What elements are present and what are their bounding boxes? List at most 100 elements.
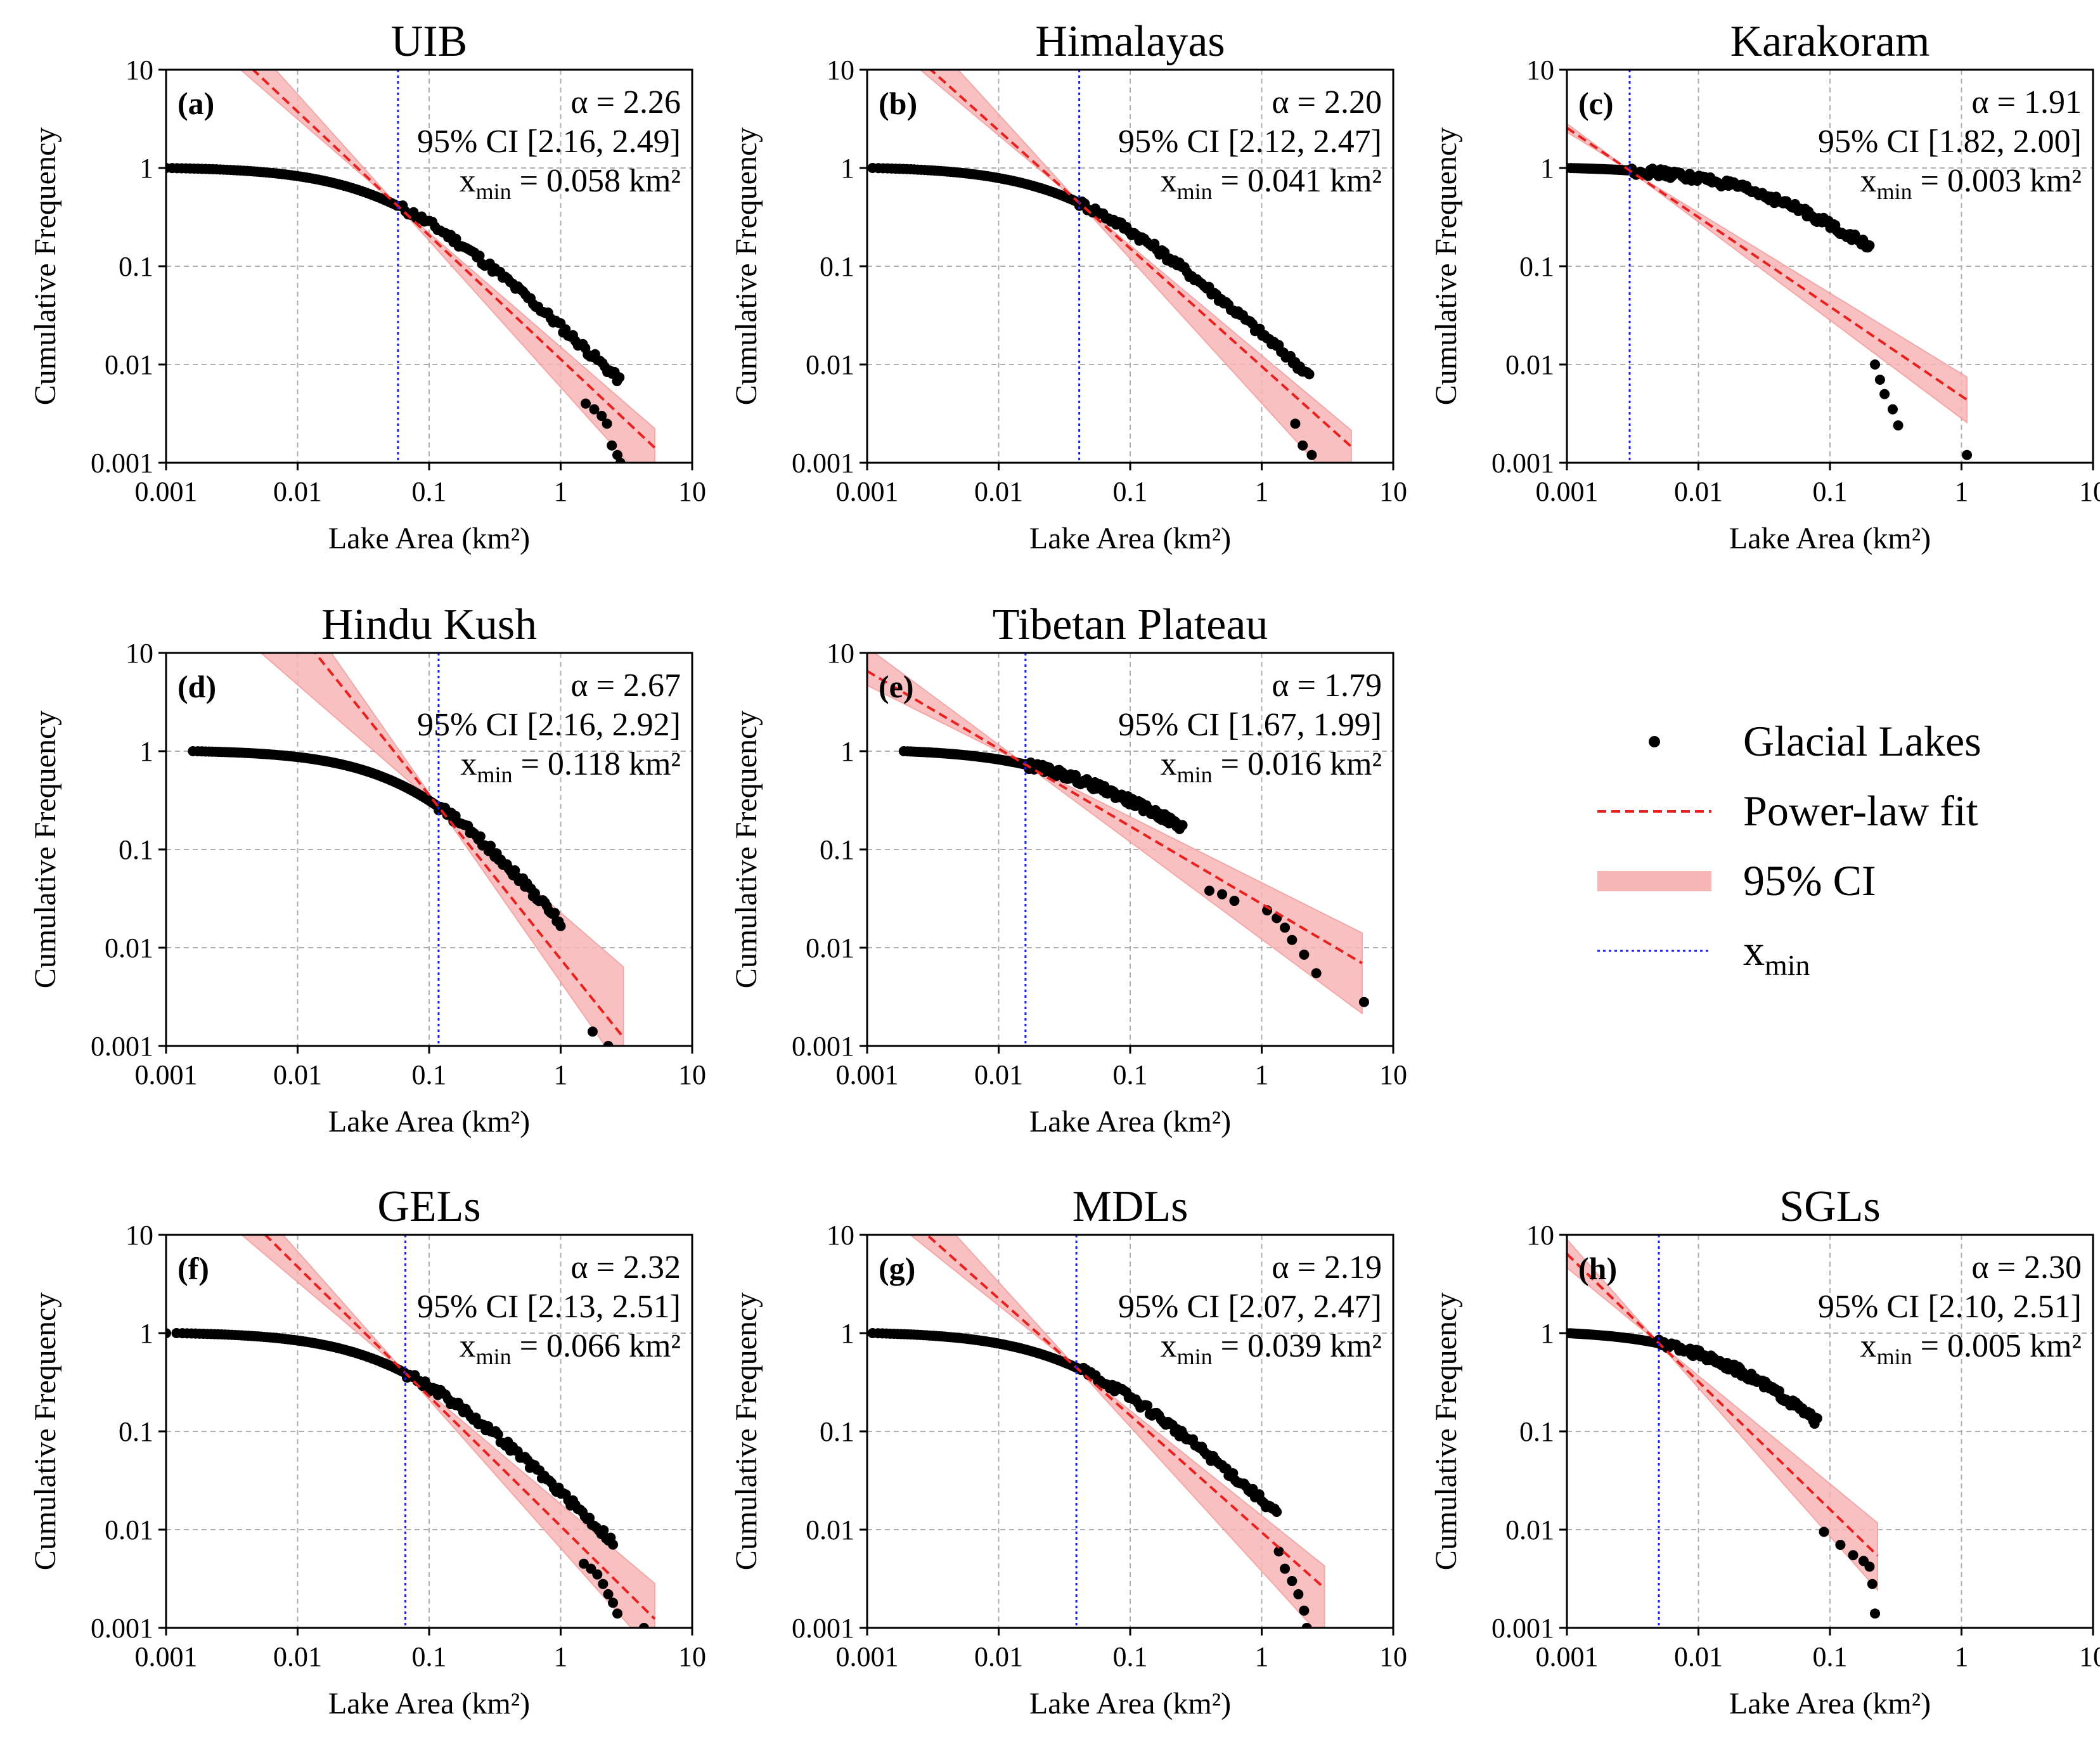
data-point: [614, 372, 625, 383]
panel-letter: (a): [177, 86, 214, 121]
y-tick-label: 0.01: [1505, 1514, 1554, 1545]
x-axis-label: Lake Area (km²): [1029, 1105, 1231, 1139]
data-point: [475, 831, 486, 842]
x-axis-label: Lake Area (km²): [1729, 522, 1931, 555]
data-point: [1819, 1526, 1829, 1537]
panel-letter: (f): [177, 1251, 209, 1286]
panels: 0.001 0.01 0.1 1 10 0.001 0.01 0.1 1 10 UIB Lake Ar…: [29, 17, 2100, 1720]
panel-letter: (c): [1578, 86, 1614, 121]
ci-text: 95% CI [2.12, 2.47]: [1118, 124, 1382, 160]
x-tick-label: 0.1: [412, 1641, 447, 1672]
ci-band: [240, 1235, 656, 1628]
x-tick-label: 0.001: [135, 1641, 198, 1672]
data-point: [1864, 1561, 1875, 1572]
data-point: [550, 908, 560, 919]
y-axis-label: Cumulative Frequency: [730, 127, 763, 406]
y-tick-label: 0.001: [792, 1613, 854, 1644]
xmin-text-x: x: [1161, 746, 1177, 782]
data-points: [867, 1328, 1312, 1628]
xmin-text-value: = 0.066 km²: [512, 1328, 681, 1364]
x-tick-label: 0.001: [135, 1059, 198, 1090]
x-tick-label: 0.1: [1113, 1059, 1148, 1090]
y-tick-label: 10: [1526, 55, 1554, 86]
data-point: [1229, 896, 1240, 906]
y-axis-label: Cumulative Frequency: [29, 1293, 62, 1571]
ci-text: 95% CI [1.67, 1.99]: [1118, 707, 1382, 743]
data-points: [188, 746, 614, 1046]
data-point: [1293, 1589, 1304, 1599]
xmin-text-value: = 0.041 km²: [1213, 163, 1382, 199]
y-tick-label: 1: [139, 736, 153, 767]
ci-text: 95% CI [2.07, 2.47]: [1118, 1289, 1382, 1325]
y-tick-label: 0.001: [1491, 448, 1554, 479]
x-axis-label: Lake Area (km²): [328, 522, 530, 555]
data-point: [579, 1558, 589, 1569]
alpha-text: α = 2.19: [1272, 1249, 1382, 1286]
panel-f: 0.001 0.01 0.1 1 10 0.001 0.01 0.1 1 10 GELs Lake A…: [29, 1182, 706, 1720]
xmin-text-sub: min: [1177, 179, 1213, 204]
y-tick-label: 0.01: [1505, 349, 1554, 380]
data-points: [166, 163, 626, 463]
panel-title: Tibetan Plateau: [993, 600, 1268, 649]
data-point: [166, 1328, 171, 1339]
y-tick-label: 10: [126, 55, 153, 86]
data-point: [596, 411, 607, 422]
y-tick-label: 10: [827, 638, 854, 669]
panel-g: 0.001 0.01 0.1 1 10 0.001 0.01 0.1 1 10 MDLs Lake A…: [730, 1182, 1407, 1720]
panel-letter: (b): [879, 86, 917, 121]
xmin-text: xmin = 0.118 km²: [461, 746, 681, 787]
data-point: [1870, 359, 1881, 370]
x-tick-label: 1: [1955, 476, 1969, 507]
data-point: [1273, 1546, 1284, 1557]
alpha-text: α = 2.20: [1272, 84, 1382, 120]
data-point: [1864, 240, 1875, 251]
x-tick-label: 0.01: [974, 1059, 1023, 1090]
xmin-text-sub: min: [1877, 1344, 1912, 1369]
xmin-text-sub: min: [1877, 179, 1912, 204]
xmin-text: xmin = 0.003 km²: [1860, 163, 2082, 204]
power-law-fit-line: [929, 70, 1353, 448]
x-tick-label: 0.01: [1674, 476, 1723, 507]
xmin-text-x: x: [1860, 1328, 1877, 1364]
x-tick-label: 10: [1379, 1059, 1407, 1090]
data-point: [1290, 418, 1301, 429]
data-points: [1567, 1328, 1881, 1619]
y-tick-label: 0.01: [806, 932, 854, 964]
data-point: [1812, 1413, 1822, 1424]
data-point: [1311, 968, 1322, 979]
data-point: [1358, 997, 1369, 1007]
xmin-text-x: x: [460, 163, 476, 199]
data-point: [615, 458, 626, 463]
plot-area: [1567, 70, 1973, 463]
data-point: [598, 1525, 609, 1535]
plot-area: [166, 70, 656, 463]
panel-title: UIB: [391, 17, 468, 66]
data-points: [867, 163, 1317, 460]
y-tick-label: 0.01: [806, 349, 854, 380]
data-point: [1287, 934, 1298, 945]
legend-label: Power-law fit: [1743, 787, 1978, 835]
xmin-text-sub: min: [476, 179, 512, 204]
data-point: [1962, 449, 1973, 460]
y-tick-label: 1: [841, 1318, 854, 1349]
data-point: [493, 1429, 503, 1440]
alpha-text: α = 2.67: [570, 668, 681, 704]
data-point: [608, 1597, 619, 1608]
y-tick-label: 1: [841, 153, 854, 184]
y-tick-label: 0.001: [91, 448, 153, 479]
ci-text: 95% CI [2.16, 2.92]: [417, 707, 681, 743]
x-tick-label: 0.001: [1536, 1641, 1599, 1672]
xmin-text-x: x: [1860, 163, 1877, 199]
y-tick-label: 0.1: [119, 834, 153, 865]
data-point: [638, 1623, 649, 1628]
x-tick-label: 1: [554, 1641, 568, 1672]
x-tick-label: 1: [554, 1059, 568, 1090]
data-points: [898, 746, 1369, 1007]
data-point: [1217, 889, 1228, 900]
data-points: [1567, 163, 1973, 460]
y-tick-label: 0.1: [119, 251, 153, 282]
alpha-text: α = 2.32: [570, 1249, 681, 1286]
plot-area: [1567, 1235, 1881, 1628]
x-axis-label: Lake Area (km²): [1029, 1687, 1231, 1720]
data-point: [1280, 922, 1291, 933]
